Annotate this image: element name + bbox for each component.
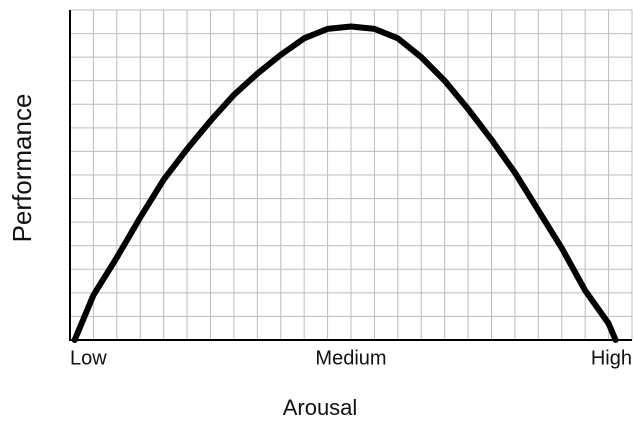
x-tick-label: High <box>591 347 632 369</box>
x-tick-label: Low <box>70 347 107 369</box>
y-axis-label: Performance <box>7 94 37 243</box>
line <box>71 23 619 343</box>
x-tick-label: Medium <box>315 347 386 369</box>
x-axis-label: Arousal <box>283 395 358 420</box>
